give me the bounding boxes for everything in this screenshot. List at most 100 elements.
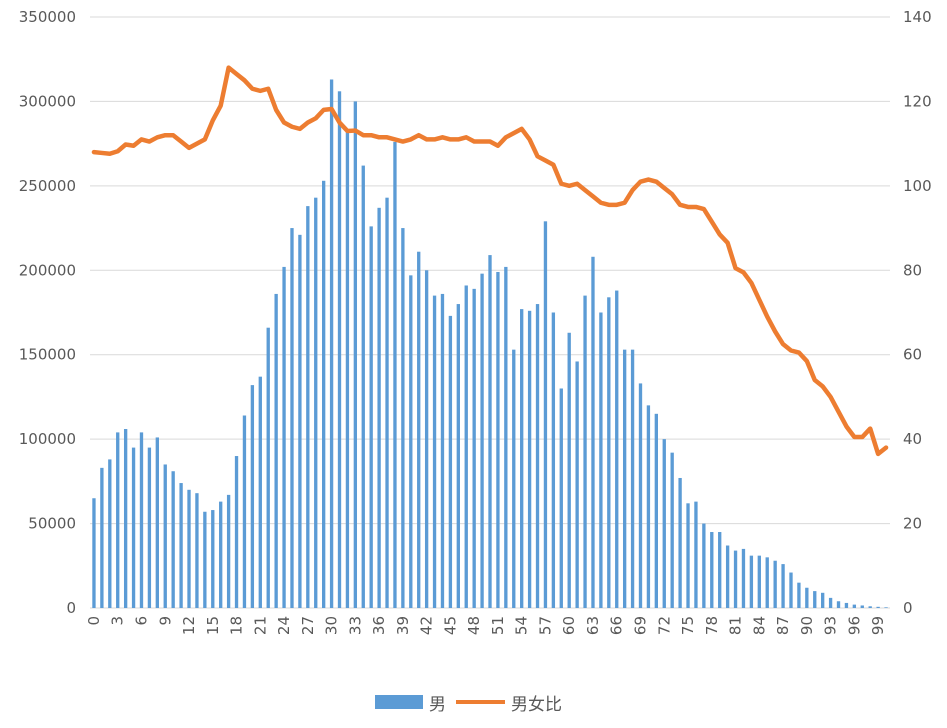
bar-male-age-36	[377, 207, 381, 608]
x-tick-label: 75	[679, 616, 697, 635]
bar-male-age-8	[155, 437, 159, 608]
bar-male-age-92	[821, 592, 825, 608]
bar-male-age-71	[654, 413, 658, 608]
bar-male-age-23	[274, 293, 278, 608]
bar-male-age-84	[757, 555, 761, 608]
x-tick-label: 9	[156, 616, 174, 626]
bar-male-age-16	[219, 501, 223, 608]
legend: 男 男女比	[375, 695, 562, 715]
bar-male-age-77	[702, 523, 706, 608]
bar-male-age-90	[805, 587, 809, 608]
bar-male-age-63	[591, 256, 595, 608]
bar-male-age-100	[884, 607, 888, 608]
bar-male-age-60	[567, 332, 571, 608]
y-right-tick-label: 0	[903, 599, 913, 617]
bar-male-age-33	[353, 101, 358, 609]
bar-male-age-38	[393, 141, 397, 608]
bar-male-age-72	[662, 439, 666, 608]
bar-male-age-57	[543, 221, 548, 608]
bar-male-age-88	[789, 572, 793, 608]
bar-male-age-3	[116, 432, 120, 608]
x-tick-label: 69	[632, 616, 650, 635]
x-tick-label: 12	[180, 616, 198, 635]
bar-male-age-96	[852, 604, 857, 608]
bar-male-age-70	[646, 405, 651, 608]
y-left-tick-label: 100000	[19, 430, 76, 448]
bar-male-age-66	[615, 290, 619, 608]
x-tick-label: 42	[418, 616, 436, 635]
x-tick-label: 0	[85, 616, 103, 626]
bar-male-age-49	[480, 273, 484, 608]
bar-male-age-54	[520, 309, 524, 608]
bar-male-age-67	[622, 349, 627, 608]
x-tick-label: 96	[845, 616, 863, 635]
bar-male-age-75	[686, 503, 690, 608]
bar-male-age-4	[123, 429, 128, 608]
bar-male-age-15	[211, 510, 215, 608]
x-tick-label: 15	[204, 616, 222, 635]
bar-male-age-0	[92, 498, 96, 608]
bar-male-age-24	[282, 266, 286, 608]
bar-male-age-91	[813, 591, 817, 608]
y-left-tick-label: 350000	[19, 8, 76, 26]
bar-male-age-1	[100, 467, 104, 608]
x-tick-label: 24	[275, 616, 293, 635]
bar-male-age-69	[638, 383, 643, 608]
bar-male-age-6	[139, 432, 144, 608]
x-tick-label: 51	[489, 616, 507, 635]
legend-label-ratio: 男女比	[511, 695, 562, 715]
bar-male-age-5	[131, 447, 136, 608]
y-right-tick-label: 60	[903, 346, 922, 364]
bar-male-age-81	[733, 550, 738, 608]
x-tick-label: 48	[465, 616, 483, 635]
bar-male-age-11	[179, 483, 183, 608]
y-right-tick-label: 20	[903, 515, 922, 533]
y-left-tick-label: 50000	[28, 515, 76, 533]
bar-male-age-59	[559, 388, 563, 608]
bar-male-age-30	[329, 79, 334, 609]
bar-male-age-27	[306, 206, 310, 608]
x-axis: 0 3 6 9 12 15 18 21 24 27 30 33 36 39 42 45 48 51 54 57 60 63…	[85, 616, 887, 635]
bar-male-age-47	[464, 285, 468, 608]
bar-male-age-44	[440, 293, 445, 608]
bar-male-age-99	[876, 606, 880, 608]
bar-male-age-21	[258, 376, 262, 608]
left-y-axis: 0 50000 100000 150000 200000 250000 300000 3500…	[19, 8, 76, 617]
x-tick-label: 3	[109, 616, 127, 626]
bar-male-age-37	[385, 197, 389, 608]
x-tick-label: 63	[584, 616, 602, 635]
bar-male-age-93	[828, 597, 833, 608]
y-left-tick-label: 300000	[19, 92, 76, 110]
bar-male-age-62	[583, 295, 587, 608]
bar-male-age-86	[773, 560, 777, 608]
y-right-tick-label: 40	[903, 430, 922, 448]
bar-male-age-34	[361, 165, 365, 608]
bar-male-age-19	[242, 415, 247, 608]
x-tick-label: 45	[441, 616, 459, 635]
bar-male-age-50	[488, 255, 492, 608]
bar-male-age-94	[836, 601, 841, 608]
bar-male-age-58	[551, 312, 556, 608]
sex-ratio-line	[91, 65, 889, 457]
bar-male-age-26	[298, 234, 302, 608]
bar-male-age-17	[226, 494, 231, 608]
bar-male-age-13	[195, 493, 199, 608]
x-tick-label: 54	[513, 616, 531, 635]
bar-male-age-74	[678, 477, 682, 608]
x-tick-label: 72	[655, 616, 673, 635]
bar-male-age-56	[535, 304, 540, 608]
bar-male-age-14	[203, 511, 207, 608]
x-tick-label: 39	[394, 616, 412, 635]
bar-male-age-18	[234, 456, 239, 608]
bar-male-age-35	[369, 226, 373, 608]
bar-male-age-83	[749, 555, 754, 608]
x-tick-label: 84	[750, 616, 768, 635]
x-tick-label: 33	[346, 616, 364, 635]
x-tick-label: 6	[132, 616, 150, 626]
bar-male-age-68	[630, 349, 635, 608]
sex-ratio-line-series	[91, 65, 889, 457]
bar-male-age-85	[765, 557, 769, 608]
x-tick-label: 18	[228, 616, 246, 635]
bar-male-age-97	[860, 605, 864, 608]
x-tick-label: 99	[869, 616, 887, 635]
